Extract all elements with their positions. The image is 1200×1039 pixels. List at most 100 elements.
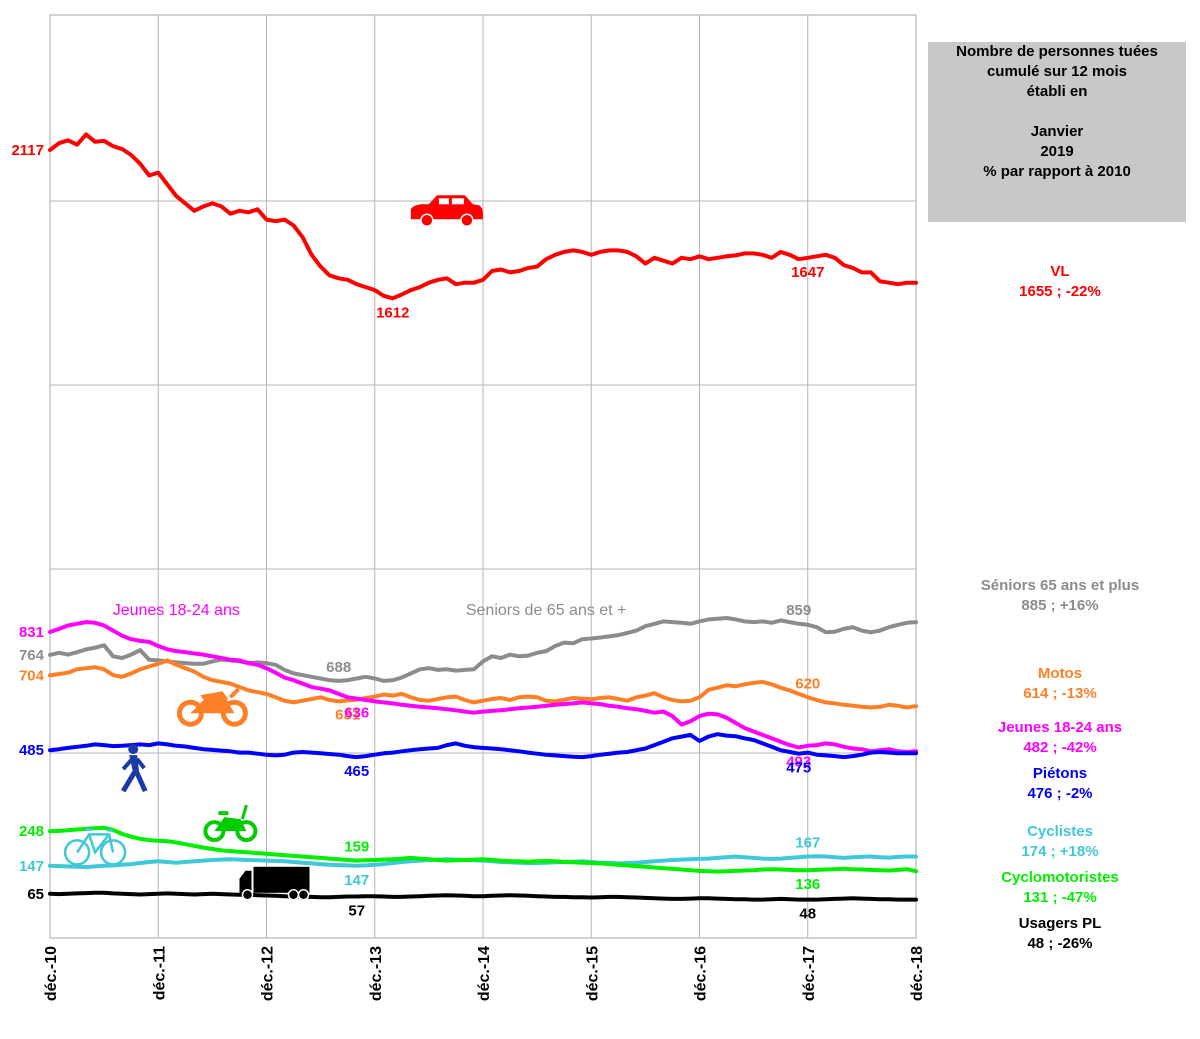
legend-seniors-name: Séniors 65 ans et plus (980, 577, 1140, 594)
legend-pietons-value: 476 ; -2% (1027, 785, 1093, 802)
data-label: 631 (335, 706, 360, 723)
data-label: 48 (799, 906, 816, 923)
data-label: 636 (344, 705, 369, 722)
info-box: Nombre de personnes tuées cumulé sur 12 … (928, 42, 1186, 222)
legend-usagers-pl: Usagers PL 48 ; -26% (935, 914, 1185, 954)
pedestrian-leg (121, 769, 138, 793)
x-tick-label: déc.-11 (151, 946, 168, 1000)
series-line-5 (48, 732, 918, 760)
data-label: 57 (348, 903, 365, 920)
car-wheel (460, 213, 474, 228)
data-label: 704 (19, 667, 45, 684)
bicycle-icon (63, 828, 127, 866)
moto-body (190, 699, 235, 714)
x-tick-label: déc.-17 (801, 946, 818, 1001)
legend-cyclomotoristes: Cyclomotoristes 131 ; -47% (935, 868, 1185, 908)
x-tick-label: déc.-14 (476, 946, 493, 1001)
data-label: 1612 (376, 304, 409, 321)
legend-usagers-pl-name: Usagers PL (1018, 915, 1102, 932)
legend-seniors-value: 885 ; +16% (1021, 597, 1099, 614)
motorcycle-icon (176, 687, 248, 727)
series-line-7 (48, 825, 918, 874)
info-year: 2019 (1040, 143, 1074, 160)
truck-wheel (241, 889, 254, 901)
car-window (438, 198, 449, 205)
x-tick-label: déc.-12 (260, 946, 277, 1001)
legend-usagers-pl-value: 48 ; -26% (1027, 935, 1093, 952)
truck-icon (239, 866, 310, 901)
data-label: 475 (786, 760, 811, 777)
series-annotation: Seniors de 65 ans et + (466, 602, 627, 619)
truck-cab (239, 870, 252, 893)
moped-body (214, 817, 247, 832)
truck-trailer (253, 866, 310, 893)
x-tick-label: déc.-18 (909, 946, 926, 1001)
legend-pietons: Piétons 476 ; -2% (935, 764, 1185, 804)
data-label: 620 (795, 675, 820, 692)
data-label: 831 (19, 624, 44, 641)
car-icon (410, 195, 483, 228)
legend-vl-value: 1655 ; -22% (1019, 283, 1101, 300)
legend-seniors: Séniors 65 ans et plus 885 ; +16% (935, 576, 1185, 616)
legend-jeunes-name: Jeunes 18-24 ans (997, 719, 1123, 736)
data-label: 1647 (791, 264, 824, 281)
legend-motos: Motos 614 ; -13% (935, 664, 1185, 704)
data-label: 147 (344, 872, 369, 889)
moped-icon (203, 804, 258, 843)
data-labels: 2117161216477646888597046316208316364934… (11, 142, 824, 923)
bike-wheel (63, 839, 91, 866)
x-tick-label: déc.-13 (368, 946, 385, 1001)
x-tick-label: déc.-10 (43, 946, 60, 1001)
info-month: Janvier (1030, 123, 1084, 140)
data-label: 493 (786, 754, 811, 771)
pedestrian-leg (133, 770, 148, 793)
bike-frame (76, 828, 115, 856)
legend-motos-value: 614 ; -13% (1023, 685, 1097, 702)
series-line-8 (48, 890, 918, 902)
data-label: 159 (344, 839, 369, 856)
truck-wheel (297, 889, 310, 901)
legend-vl: VL 1655 ; -22% (935, 262, 1185, 302)
moto-handle (228, 687, 240, 699)
legend-cyclomotoristes-name: Cyclomotoristes (1001, 869, 1119, 886)
car-window (451, 198, 464, 205)
data-label: 764 (19, 647, 45, 664)
info-note: % par rapport à 2010 (983, 163, 1131, 180)
pedestrian-icon (121, 744, 148, 793)
data-label: 485 (19, 742, 44, 759)
series-lines (48, 132, 918, 902)
data-label: 65 (27, 886, 44, 903)
series-line-2 (48, 616, 918, 683)
x-tick-label: déc.-16 (693, 946, 710, 1001)
data-label: 248 (19, 823, 44, 840)
bike-wheel (99, 839, 127, 866)
series-line-4 (48, 620, 918, 754)
legend-pietons-name: Piétons (1032, 765, 1088, 782)
data-label: 465 (344, 763, 369, 780)
info-line2: cumulé sur 12 mois (986, 63, 1128, 80)
info-line3: établi en (1026, 83, 1088, 100)
car-wheel (420, 213, 434, 228)
legend-motos-name: Motos (1037, 665, 1083, 682)
series-line-3 (48, 658, 918, 710)
pedestrian-head (128, 744, 139, 755)
data-label: 167 (795, 835, 820, 852)
legend-cyclistes-value: 174 ; +18% (1021, 843, 1099, 860)
data-label: 688 (326, 659, 351, 676)
truck-wheel (287, 889, 300, 901)
moto-tank (200, 691, 229, 702)
legend-jeunes-value: 482 ; -42% (1023, 739, 1097, 756)
data-label: 136 (795, 876, 820, 893)
car-body (410, 195, 483, 220)
pedestrian-arm (121, 757, 134, 771)
legend-cyclistes: Cyclistes 174 ; +18% (935, 822, 1185, 862)
legend-cyclistes-name: Cyclistes (1027, 823, 1093, 840)
series-line-1 (48, 132, 918, 301)
legend-vl-name: VL (1050, 263, 1070, 280)
x-axis-ticks: déc.-10 déc.-11 déc.-12 déc.-13 déc.-14 déc.-… (43, 946, 926, 1001)
pedestrian-arm (135, 757, 146, 770)
vehicle-icons (63, 195, 483, 901)
data-label: 147 (19, 858, 44, 875)
